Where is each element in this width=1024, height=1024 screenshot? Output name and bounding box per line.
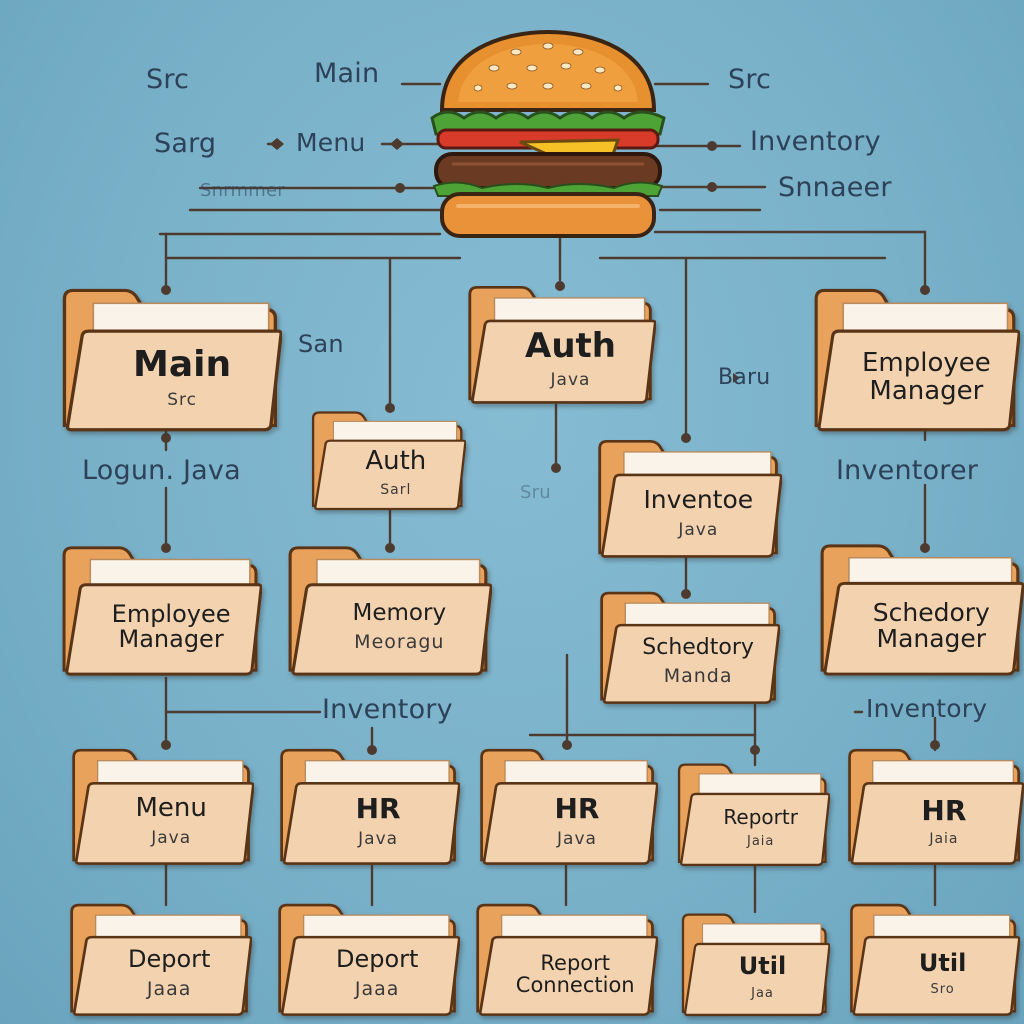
label-sru: Sru [520,482,551,503]
folder-title: Employee Manager [862,348,991,406]
folder-icon [311,411,466,511]
folder-auth-small[interactable]: Auth Sarl [310,408,466,512]
folder-icon [820,544,1024,676]
folder-title: Report Connection [515,950,635,997]
folder-subtitle: Sarl [380,481,412,498]
folder-report-connection[interactable]: Report Connection [474,900,658,1018]
folder-title: Deport [127,945,211,974]
folder-icon [278,903,460,1016]
label-inventory-right: Inventory [866,694,988,723]
folder-deport-1[interactable]: Deport Jaaa [68,900,252,1018]
folder-icon [814,288,1020,432]
folder-inventoe[interactable]: Inventoe Java [596,436,782,560]
folder-util-2[interactable]: Util Sro [848,900,1020,1018]
folder-employee-manager-top[interactable]: Employee Manager [812,284,1020,434]
folder-hr-1[interactable]: HR Java [278,745,460,867]
folder-subtitle: Manda [663,665,733,688]
burger-icon [428,29,668,242]
folder-title: Reportr [723,804,798,829]
label-san: San [298,330,344,358]
folder-memory[interactable]: Memory Meoragu [286,542,492,678]
folder-icon [848,748,1024,865]
label-snrmmer: Snrmmer [200,180,285,201]
folder-reportr[interactable]: Reportr Jaia [676,760,830,868]
folder-title: Util [918,948,967,977]
folder-title: Schedory Manager [872,598,990,654]
folder-deport-2[interactable]: Deport Jaaa [276,900,460,1018]
folder-main[interactable]: Main Src [60,284,282,434]
label-inventory-mid: Inventory [322,694,453,725]
folder-title: Deport [335,945,419,974]
label-src-right: Src [728,64,772,95]
label-main: Main [314,58,380,89]
folder-schedtory[interactable]: Schedtory Manda [598,588,780,706]
label-baru: Baru [718,365,771,390]
folder-subtitle: Java [678,519,719,540]
folder-icon [70,903,252,1016]
folder-title: HR [554,791,600,825]
folder-icon [280,748,460,865]
label-inventory-top: Inventory [750,126,881,157]
folder-icon [598,439,782,558]
folder-schedory-manager[interactable]: Schedory Manager [818,540,1024,678]
folder-subtitle: Sro [930,981,955,997]
folder-icon [476,903,658,1016]
folder-subtitle: Jaaa [146,978,192,1001]
folder-title: Menu [135,792,207,823]
folder-icon [72,748,254,865]
folder-title: Auth [525,325,616,366]
folder-employee-manager-left[interactable]: Employee Manager [60,542,262,678]
folder-icon [600,591,780,704]
folder-title: Schedtory [642,635,754,661]
folder-icon [480,748,658,865]
label-inventorer: Inventorer [836,455,979,486]
folder-title: Inventoe [643,485,754,515]
folder-title: Employee Manager [111,599,231,653]
folder-subtitle: Jaaa [354,978,400,1001]
folder-title: HR [921,793,967,827]
label-logun-java: Logun. Java [82,455,241,486]
label-sarg: Sarg [154,128,217,159]
folder-subtitle: Meoragu [354,631,445,654]
folder-subtitle: Java [557,828,597,849]
folder-title: Main [133,343,232,385]
folder-title: Util [738,952,787,981]
folder-subtitle: Jaia [929,830,959,847]
folder-subtitle: Jaa [751,985,774,1001]
folder-auth-top[interactable]: Auth Java [466,282,656,406]
folder-icon [677,763,830,867]
folder-icon [681,913,830,1017]
label-snnaeer: Snnaeer [778,172,892,203]
label-src-left: Src [146,64,190,95]
folder-icon [850,903,1020,1016]
folder-title: HR [355,791,401,825]
folder-icon [468,285,656,404]
folder-title: Memory [352,599,447,626]
label-menu: Menu [296,128,366,157]
folder-util-1[interactable]: Util Jaa [680,910,830,1018]
folder-icon [288,546,492,676]
folder-title: Auth [365,446,427,477]
folder-icon [62,288,282,432]
folder-subtitle: Java [358,828,399,849]
folder-subtitle: Jaia [747,833,775,849]
folder-menu[interactable]: Menu Java [70,745,254,867]
folder-subtitle: Java [550,370,591,391]
folder-icon [62,546,262,676]
folder-hr-3[interactable]: HR Jaia [846,745,1024,867]
folder-subtitle: Java [151,827,192,848]
folder-hr-2[interactable]: HR Java [478,745,658,867]
folder-subtitle: Src [167,389,197,410]
